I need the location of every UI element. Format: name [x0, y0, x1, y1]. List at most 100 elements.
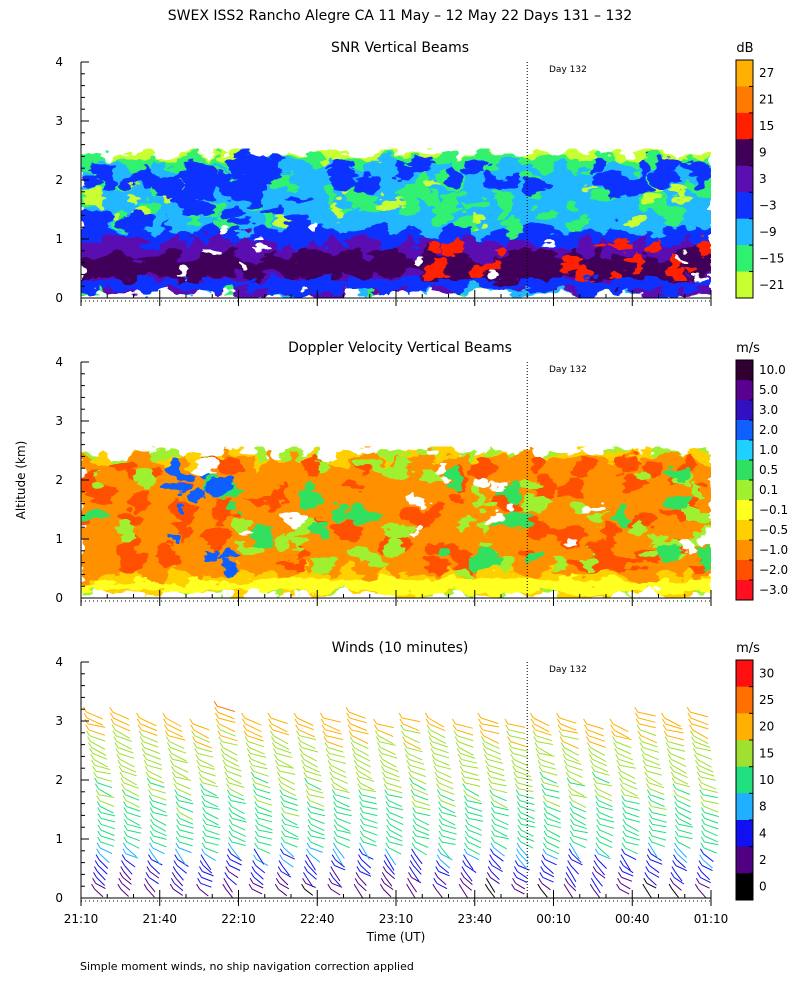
wind-barb — [490, 876, 500, 885]
x-tick-label: 00:40 — [615, 912, 650, 926]
wind-barb-flag — [438, 836, 443, 843]
wind-barb — [217, 705, 235, 712]
wind-barb-flag — [465, 819, 469, 825]
wind-barb-flag — [269, 724, 273, 731]
wind-barb — [623, 794, 640, 799]
wind-barb-flag — [147, 860, 152, 866]
wind-barb — [439, 859, 451, 869]
wind-barb-flag — [556, 712, 561, 719]
wind-barb — [307, 865, 318, 876]
y-tick-label: 4 — [55, 655, 63, 669]
wind-barb — [204, 800, 219, 808]
wind-barb — [597, 794, 613, 802]
wind-barb-flag — [697, 866, 702, 872]
wind-barb-flag — [143, 883, 148, 890]
snr-colorbar-unit: dB — [736, 41, 753, 56]
wind-barb — [225, 888, 233, 899]
wind-barb — [494, 812, 509, 817]
wind-barb — [621, 876, 633, 882]
wind-barb-flag — [615, 754, 620, 760]
colorbar-swatch — [736, 400, 753, 421]
colorbar-swatch — [736, 245, 753, 272]
field-patch — [299, 493, 319, 509]
wind-barb — [179, 812, 194, 821]
wind-barb — [245, 729, 263, 738]
wind-barb-flag — [85, 724, 90, 731]
wind-barb-flag — [491, 819, 496, 825]
wind-barb — [310, 806, 325, 811]
wind-barb-flag — [357, 860, 362, 866]
wind-barb-flag — [277, 777, 282, 784]
wind-barb-flag — [121, 860, 125, 866]
field-patch — [427, 243, 443, 254]
field-patch — [330, 167, 356, 191]
wind-barb-flag — [542, 842, 547, 849]
wind-barb-flag — [511, 760, 516, 766]
wind-barb-flag — [621, 842, 626, 849]
wind-barb-flag — [511, 883, 516, 890]
wind-barb — [333, 782, 348, 792]
wind-barb-flag — [304, 777, 309, 784]
wind-barb — [668, 747, 686, 752]
wind-barb — [336, 812, 352, 817]
wind-barb — [178, 847, 192, 854]
wind-barb-flag — [349, 736, 354, 742]
wind-barb — [404, 735, 420, 744]
wind-barb-flag — [701, 819, 706, 825]
field-patch — [469, 550, 498, 572]
wind-barb — [310, 817, 325, 825]
wind-barb — [348, 711, 366, 719]
field-patch — [624, 173, 650, 198]
wind-barb-flag — [226, 789, 231, 796]
wind-barb — [97, 871, 106, 881]
wind-barb — [415, 829, 430, 836]
wind-barb-flag — [586, 742, 591, 748]
wind-barb-flag — [433, 765, 438, 772]
wind-barb — [694, 741, 711, 748]
wind-barb-flag — [142, 754, 147, 760]
wind-barb — [378, 735, 394, 745]
wind-barb-flag — [253, 795, 258, 801]
wind-barb — [99, 847, 113, 855]
wind-barb — [192, 723, 210, 731]
y-tick-label: 3 — [55, 714, 63, 728]
wind-barb-flag — [689, 724, 693, 731]
wind-barb-flag — [590, 878, 595, 884]
wind-barb — [637, 711, 656, 717]
wind-barb — [386, 788, 403, 794]
wind-barb-flag — [696, 771, 701, 778]
wind-barb-flag — [121, 789, 126, 796]
x-tick-label: 01:10 — [694, 912, 729, 926]
wind-barb-flag — [227, 848, 232, 855]
field-patch — [354, 173, 384, 197]
colorbar-label: −1.0 — [759, 543, 788, 557]
wind-barb — [357, 882, 367, 892]
wind-barb-flag — [170, 760, 174, 766]
wind-barb-flag — [486, 771, 491, 778]
wind-barb — [335, 794, 350, 800]
colorbar-swatch — [736, 766, 753, 794]
wind-barb — [701, 865, 713, 872]
wind-barb — [599, 817, 615, 823]
wind-barb — [327, 747, 344, 753]
wind-barb — [441, 812, 457, 817]
field-patch — [507, 511, 533, 529]
colorbar-swatch — [736, 686, 753, 714]
wind-barb-flag — [374, 724, 378, 731]
colorbar-swatch — [736, 86, 753, 114]
wind-barb-flag — [674, 807, 679, 813]
wind-barb-flag — [701, 824, 706, 831]
wind-barb — [221, 741, 239, 746]
wind-barb-flag — [251, 777, 256, 784]
wind-barb — [511, 747, 529, 752]
wind-barb-flag — [488, 860, 493, 866]
wind-barb-flag — [190, 724, 195, 731]
wind-barb-flag — [618, 771, 623, 778]
wind-barb — [387, 859, 395, 871]
field-patch — [410, 524, 420, 536]
wind-barb — [284, 823, 300, 829]
colorbar-frame — [735, 659, 754, 901]
wind-barb-flag — [109, 706, 114, 713]
wind-barb — [126, 847, 137, 858]
wind-barb — [246, 735, 264, 742]
